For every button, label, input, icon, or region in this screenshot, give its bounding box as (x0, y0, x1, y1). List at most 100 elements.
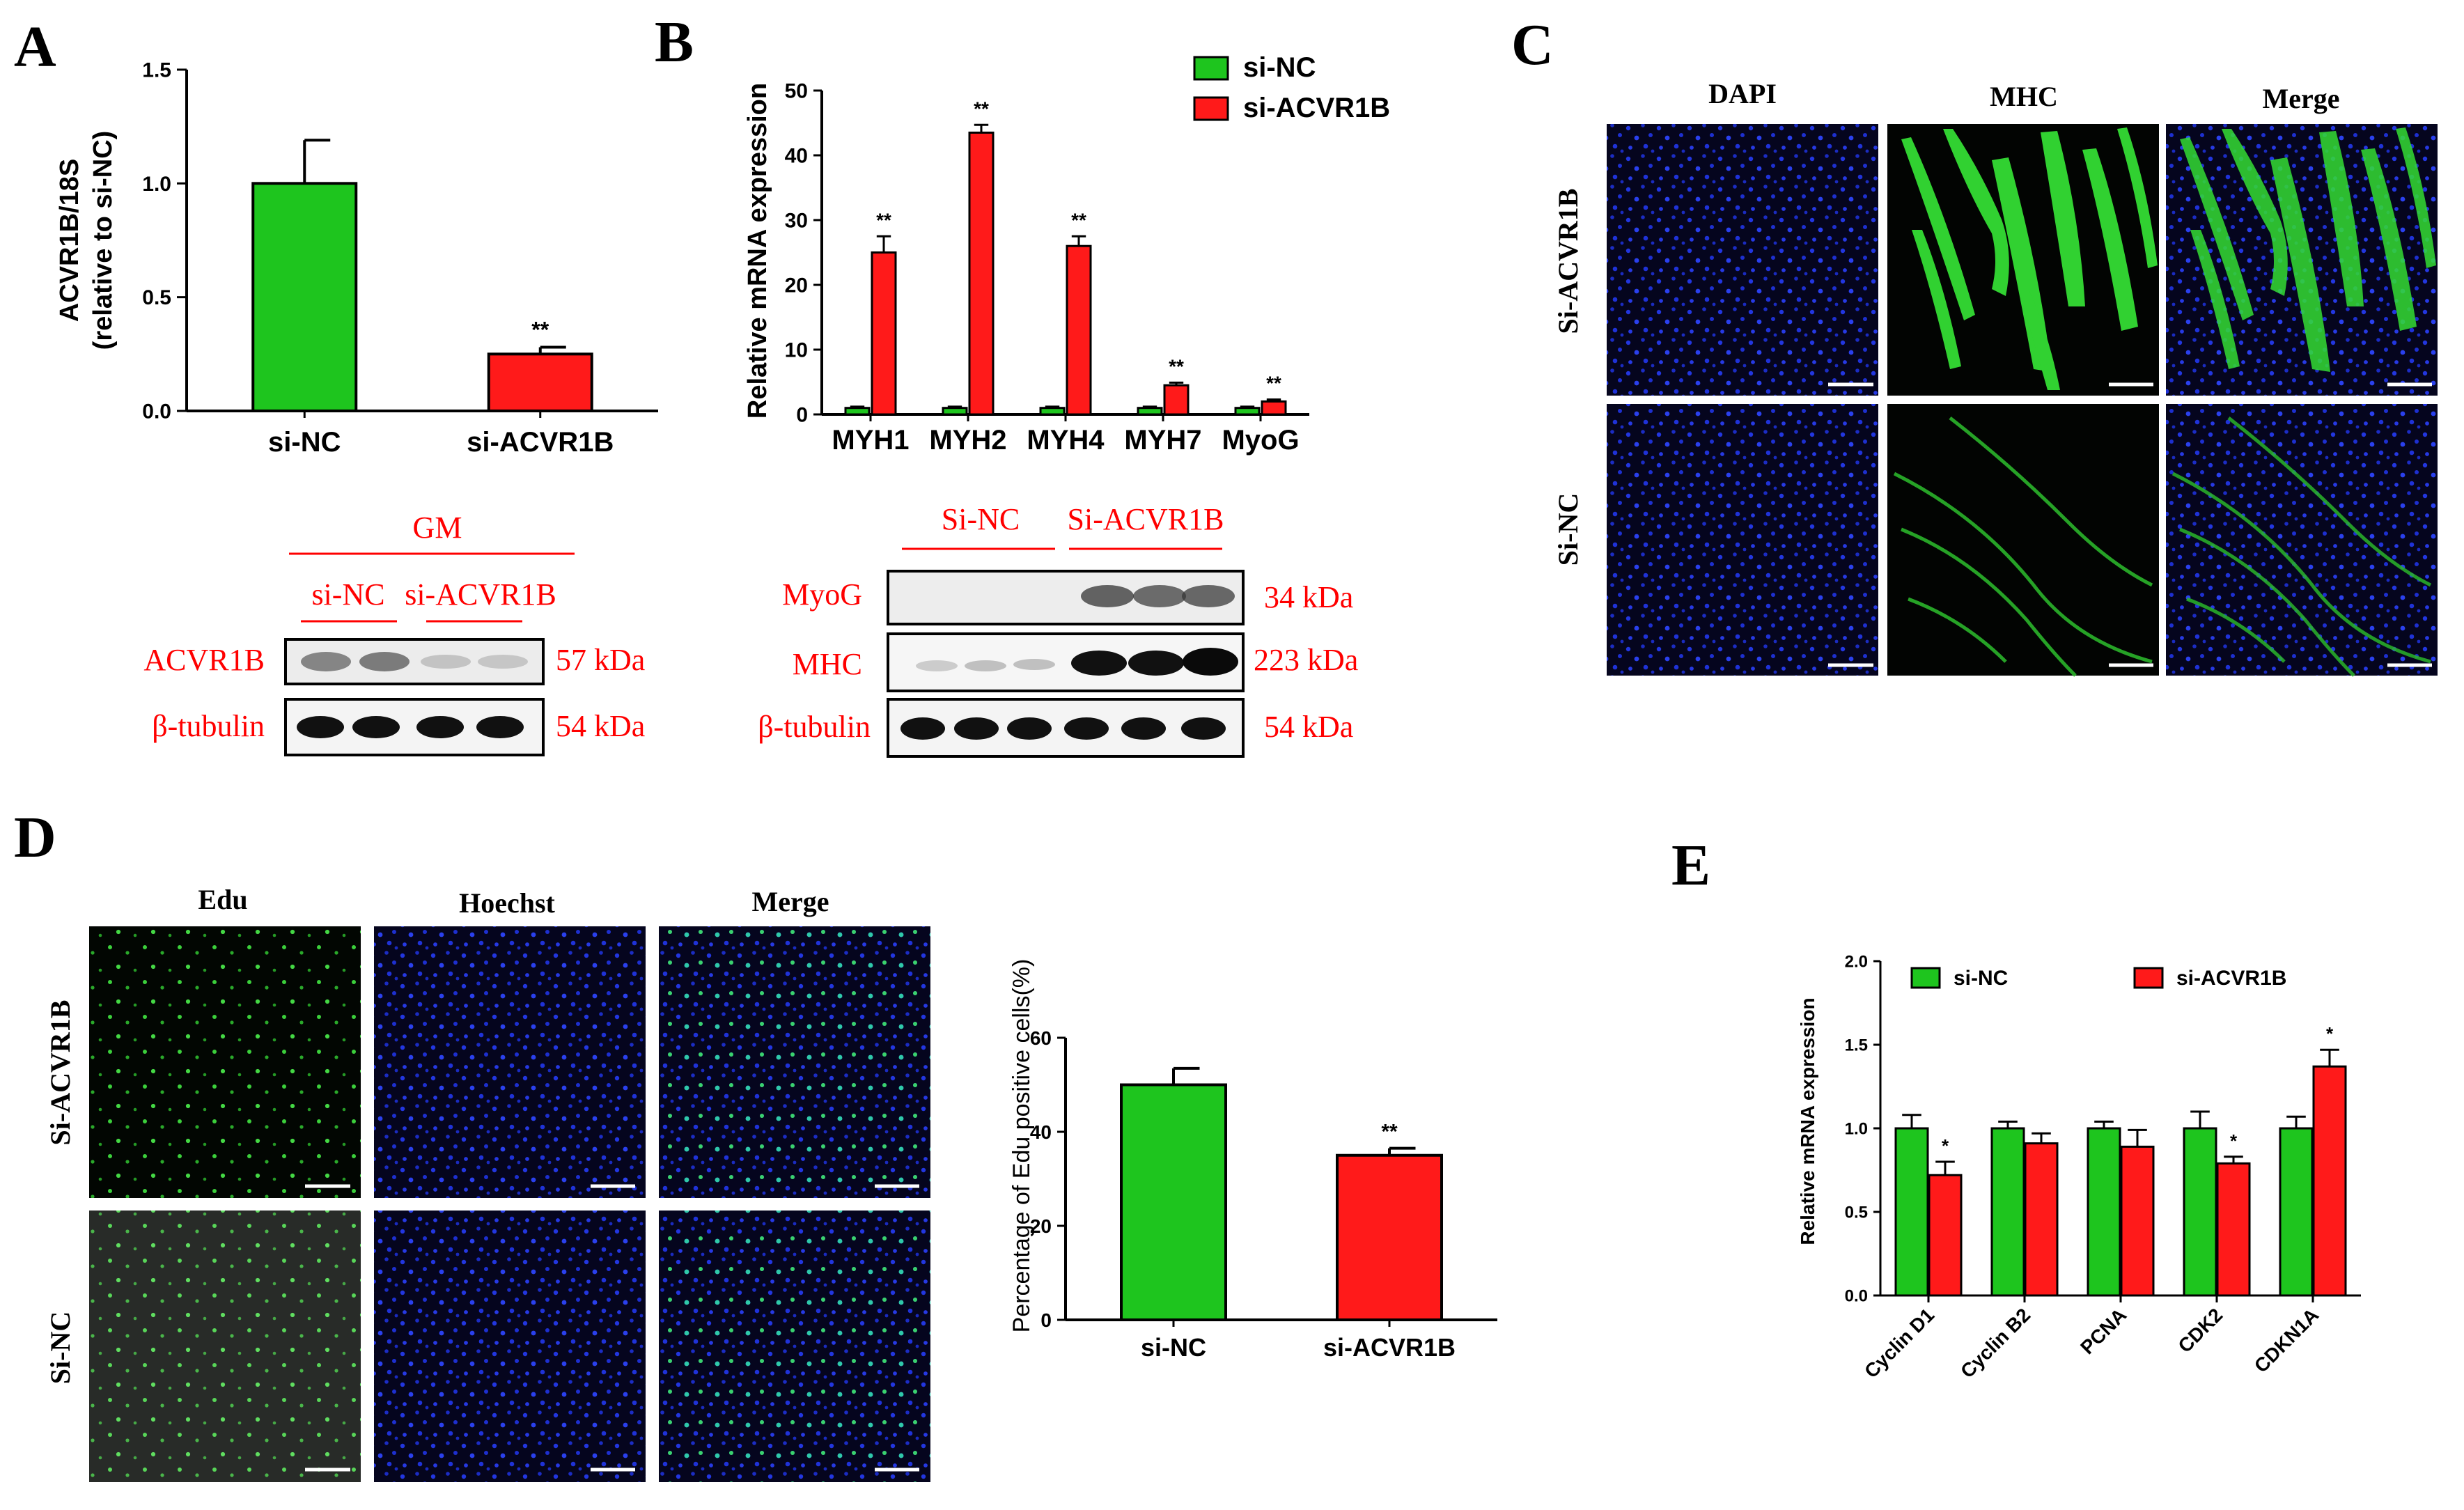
band (900, 717, 945, 740)
panel-c-col-merge: Merge (2262, 83, 2339, 114)
band (1007, 717, 1052, 740)
panel-c-image-dapi-si-acvr1b (1607, 124, 1878, 396)
panel-letter-c: C (1511, 13, 1554, 77)
panel-c-row-si-acvr1b: Si-ACVR1B (1552, 189, 1584, 334)
y-tick-label: 50 (785, 80, 808, 103)
bar (2087, 1127, 2121, 1297)
y-tick-label: 20 (1030, 1215, 1052, 1237)
x-tick-label: PCNA (2076, 1304, 2130, 1358)
x-tick-label: si-ACVR1B (467, 427, 614, 458)
panel-letter-e: E (1671, 833, 1710, 898)
blot-right-row-size-myog: 34 kDa (1264, 580, 1353, 614)
significance-mark: ** (1169, 355, 1184, 377)
blot-right-row-mhc (887, 632, 1245, 692)
panel-c-micrographs: DAPI MHC Merge Si-ACVR1B Si-NC (1552, 78, 2438, 677)
y-tick-label: 40 (1030, 1121, 1052, 1143)
bar (1894, 1127, 1929, 1297)
panel-c-col-dapi: DAPI (1708, 78, 1777, 109)
band (416, 716, 464, 738)
x-tick-label: MYH4 (1027, 425, 1105, 456)
panel-e-legend-swatch-si-acvr1b (2133, 967, 2164, 989)
x-tick-label: si-NC (268, 427, 341, 458)
y-tick-label: 10 (785, 339, 808, 362)
panel-b-legend-swatch-si-nc (1193, 56, 1229, 81)
band (1013, 659, 1055, 670)
bar (1066, 244, 1092, 416)
y-tick-label: 30 (785, 210, 808, 233)
panel-d-image-merge-si-nc (659, 1211, 930, 1482)
y-tick-label: 1.5 (1845, 1036, 1868, 1054)
blot-right-row-size-beta-tubulin: 54 kDa (1264, 710, 1353, 744)
significance-mark: * (1942, 1135, 1949, 1156)
bar (1163, 384, 1190, 416)
bar (1137, 407, 1163, 416)
x-tick-label: MYH1 (832, 425, 909, 456)
panel-d-row-si-nc: Si-NC (45, 1311, 76, 1384)
band (1071, 651, 1127, 676)
panel-b-legend-label-si-acvr1b: si-ACVR1B (1243, 93, 1390, 123)
x-tick-label: CDKN1A (2250, 1304, 2323, 1376)
panel-b-chart: Relative mRNA expression si-NC si-ACVR1B… (743, 52, 1390, 456)
band (1183, 648, 1238, 676)
band (965, 660, 1006, 671)
panel-c-col-mhc: MHC (1990, 81, 2058, 112)
bar (942, 407, 968, 416)
y-tick-label: 60 (1030, 1027, 1052, 1049)
bar (2216, 1162, 2251, 1297)
panel-c-row-si-nc: Si-NC (1552, 493, 1584, 566)
panel-letter-b: B (655, 10, 694, 75)
bar (1120, 1083, 1227, 1321)
x-tick-label: Cyclin B2 (1956, 1304, 2034, 1382)
bar (1261, 400, 1287, 416)
significance-mark: * (2230, 1130, 2238, 1151)
band (359, 652, 410, 671)
y-tick-label: 0.5 (1845, 1203, 1868, 1222)
band (916, 660, 958, 671)
blot-left-group-si-acvr1b: si-ACVR1B (405, 577, 556, 612)
x-tick-label: CDK2 (2174, 1304, 2227, 1357)
x-tick-label: si-ACVR1B (1323, 1333, 1456, 1362)
bar (2024, 1142, 2059, 1297)
blot-right: Si-NC Si-ACVR1B MyoG 34 kDa MHC 223 kDa … (758, 502, 1358, 758)
blot-right-group-si-acvr1b: Si-ACVR1B (1068, 502, 1224, 536)
blot-left-row-label-beta-tubulin: β-tubulin (152, 709, 265, 743)
panel-d-col-edu: Edu (198, 884, 247, 915)
significance-mark: ** (876, 209, 891, 231)
blot-right-row-beta-tubulin (887, 698, 1245, 758)
blot-right-row-label-myog: MyoG (782, 577, 862, 612)
panel-d-image-edu-si-acvr1b (89, 926, 361, 1198)
panel-c-image-merge-si-nc (2166, 404, 2438, 677)
panel-d-micrographs: Edu Hoechst Merge Si-ACVR1B Si-NC (45, 884, 930, 1482)
y-tick-label: 1.0 (142, 173, 171, 196)
blot-right-row-label-mhc: MHC (793, 647, 862, 681)
panel-e-legend-label-si-nc: si-NC (1954, 967, 2008, 990)
blot-left-row-size-beta-tubulin: 54 kDa (556, 709, 645, 743)
bar (2312, 1065, 2347, 1297)
bar (2183, 1127, 2217, 1297)
significance-mark: ** (1381, 1121, 1398, 1144)
bar (1039, 407, 1066, 416)
panel-c-image-dapi-si-nc (1607, 404, 1878, 676)
band (421, 655, 471, 669)
panel-d-col-merge: Merge (751, 886, 829, 917)
y-tick-label: 40 (785, 145, 808, 168)
y-tick-label: 0.5 (142, 286, 171, 309)
panel-a-chart: ACVR1B/18S (relative to si-NC) 0.0 0.5 1.0… (55, 59, 658, 458)
panel-d-col-hoechst: Hoechst (459, 887, 555, 919)
band (1081, 585, 1134, 607)
panel-d-image-merge-si-acvr1b (659, 926, 930, 1198)
panel-a-y-title-line2: (relative to si-NC) (88, 131, 118, 350)
significance-mark: * (2326, 1023, 2334, 1044)
blot-right-row-myog (887, 570, 1245, 625)
panel-letter-a: A (14, 15, 56, 79)
blot-left-row-acvr1b (284, 638, 545, 685)
bar (1928, 1174, 1963, 1297)
bar (251, 182, 358, 412)
blot-left: GM si-NC si-ACVR1B ACVR1B 57 kDa β-tubul… (143, 511, 645, 756)
bar (487, 352, 593, 413)
x-tick-label: MyoG (1222, 425, 1299, 456)
blot-left-header: GM (413, 511, 462, 545)
bar (2279, 1127, 2314, 1297)
panel-d-image-edu-si-nc (89, 1211, 361, 1482)
